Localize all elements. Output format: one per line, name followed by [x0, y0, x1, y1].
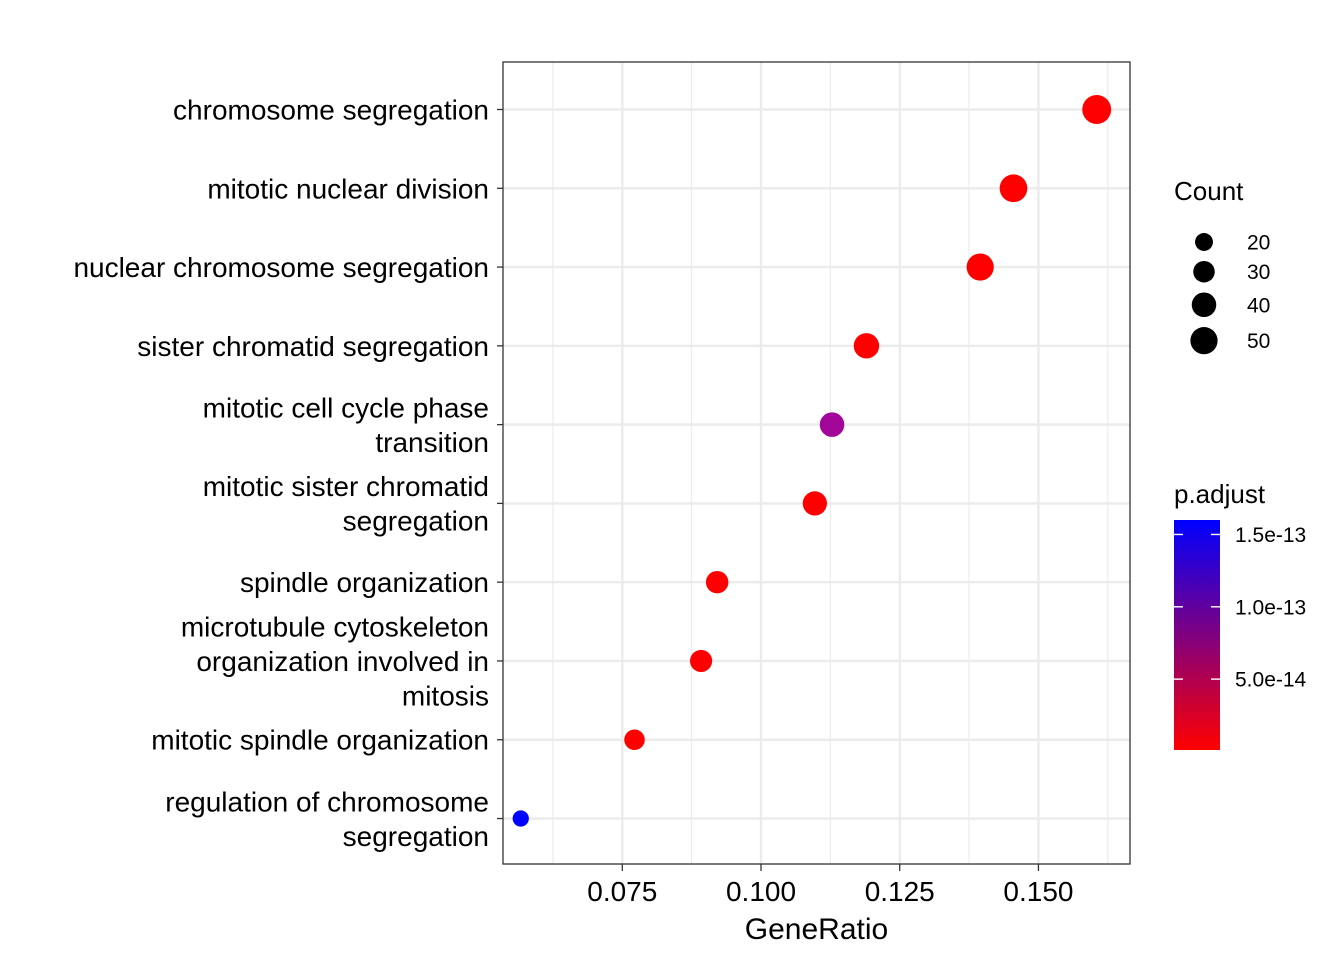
p-adjust-legend-label: 5.0e-14	[1235, 669, 1307, 692]
x-axis: 0.075 0.100 0.125 0.150	[587, 864, 1073, 907]
data-point	[624, 729, 645, 751]
y-tick-label: spindle organization	[240, 567, 489, 598]
count-legend-title: Count	[1174, 176, 1244, 206]
data-points	[512, 95, 1112, 827]
y-tick-label: microtubule cytoskeleton organization inv…	[181, 611, 489, 711]
data-point	[802, 491, 827, 516]
count-legend-label: 20	[1247, 232, 1270, 255]
y-tick-label: mitotic cell cycle phase transition	[203, 392, 489, 458]
y-tick-label: mitotic sister chromatid segregation	[203, 471, 489, 537]
data-point	[690, 649, 713, 673]
y-tick-label: mitotic nuclear division	[207, 173, 489, 204]
y-tick-label: regulation of chromosome segregation	[165, 786, 489, 852]
data-point	[966, 253, 994, 281]
data-point	[512, 810, 529, 827]
x-axis-title: GeneRatio	[745, 913, 888, 946]
x-tick-label: 0.150	[1003, 876, 1073, 907]
y-tick-label: chromosome segregation	[173, 95, 489, 126]
count-legend-key	[1195, 233, 1213, 251]
p-adjust-legend: p.adjust 1.5e-13 1.0e-13 5.0e-14	[1174, 479, 1307, 750]
data-point	[853, 333, 880, 359]
data-point	[999, 174, 1028, 203]
x-tick-label: 0.125	[865, 876, 935, 907]
y-tick-label: nuclear chromosome segregation	[73, 252, 489, 283]
panel-border	[502, 61, 1131, 865]
count-legend-label: 50	[1247, 330, 1270, 353]
x-tick-label: 0.100	[726, 876, 796, 907]
data-point	[819, 412, 845, 437]
count-legend-label: 30	[1247, 261, 1270, 284]
panel-background	[503, 62, 1130, 864]
p-adjust-colorbar	[1174, 520, 1220, 750]
grid-lines	[503, 62, 1130, 864]
data-point	[705, 570, 729, 594]
data-point	[1082, 95, 1112, 124]
x-tick-label: 0.075	[587, 876, 657, 907]
y-axis: chromosome segregation mitotic nuclear di…	[73, 95, 503, 852]
y-tick-label: mitotic spindle organization	[151, 725, 489, 756]
p-adjust-legend-label: 1.5e-13	[1235, 524, 1306, 547]
p-adjust-legend-label: 1.0e-13	[1235, 596, 1306, 619]
y-tick-label: sister chromatid segregation	[137, 331, 489, 362]
count-legend-key	[1193, 260, 1215, 283]
count-legend-key	[1191, 292, 1217, 318]
count-legend: Count 20 30 40 50	[1174, 176, 1270, 355]
count-legend-label: 40	[1247, 294, 1270, 317]
p-adjust-legend-title: p.adjust	[1174, 479, 1266, 509]
count-legend-key	[1190, 327, 1218, 355]
